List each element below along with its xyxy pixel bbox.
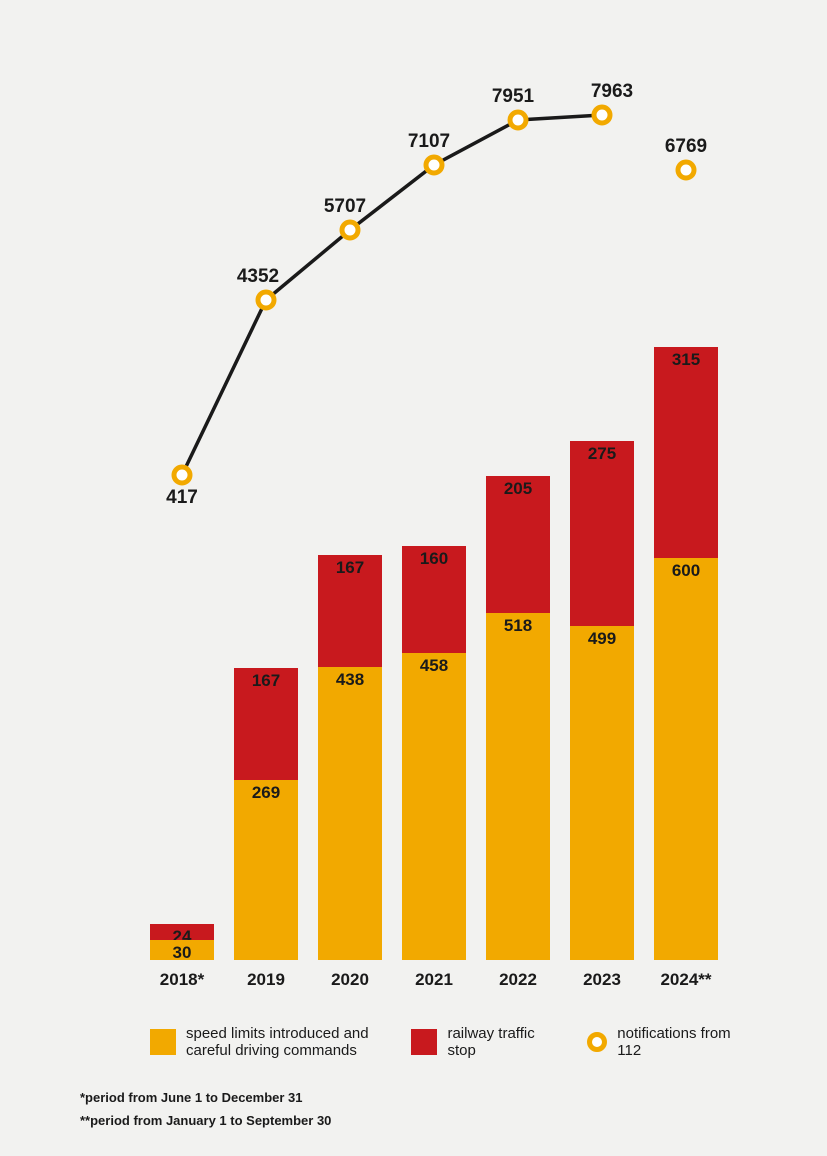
- x-axis-label: 2019: [234, 970, 298, 990]
- legend-swatch-red: [411, 1029, 437, 1055]
- x-axis-label: 2022: [486, 970, 550, 990]
- line-marker: [510, 112, 526, 128]
- legend-circle-icon: [587, 1032, 607, 1052]
- footnotes: *period from June 1 to December 31 **per…: [80, 1090, 331, 1136]
- footnote-1: *period from June 1 to December 31: [80, 1090, 331, 1105]
- line-marker: [594, 107, 610, 123]
- line-marker: [342, 222, 358, 238]
- line-value-label: 417: [166, 487, 198, 508]
- line-value-label: 7963: [591, 81, 633, 102]
- x-axis-label: 2024**: [654, 970, 718, 990]
- line-value-label: 7107: [408, 131, 450, 152]
- x-axis-label: 2023: [570, 970, 634, 990]
- legend-text: railway traffic stop: [447, 1025, 559, 1060]
- line-marker: [174, 467, 190, 483]
- x-axis-label: 2021: [402, 970, 466, 990]
- line-marker: [426, 157, 442, 173]
- line-path: [182, 115, 602, 475]
- line-chart: 417 4352 5707 7107 7951 7963 6769: [150, 50, 740, 960]
- legend-item-traffic-stop: railway traffic stop: [411, 1025, 559, 1060]
- line-value-label: 6769: [665, 136, 707, 157]
- line-marker: [258, 292, 274, 308]
- legend: speed limits introduced and careful driv…: [150, 1025, 750, 1060]
- line-value-label: 5707: [324, 196, 366, 217]
- line-value-label: 4352: [237, 266, 279, 287]
- footnote-2: **period from January 1 to September 30: [80, 1113, 331, 1128]
- legend-text: speed limits introduced and careful driv…: [186, 1025, 383, 1060]
- x-axis-label: 2020: [318, 970, 382, 990]
- legend-text: notifications from 112: [617, 1025, 750, 1060]
- legend-item-speed-limits: speed limits introduced and careful driv…: [150, 1025, 383, 1060]
- x-axis-label: 2018*: [150, 970, 214, 990]
- legend-swatch-yellow: [150, 1029, 176, 1055]
- line-marker: [678, 162, 694, 178]
- line-value-label: 7951: [492, 86, 535, 107]
- legend-item-notifications: notifications from 112: [587, 1025, 750, 1060]
